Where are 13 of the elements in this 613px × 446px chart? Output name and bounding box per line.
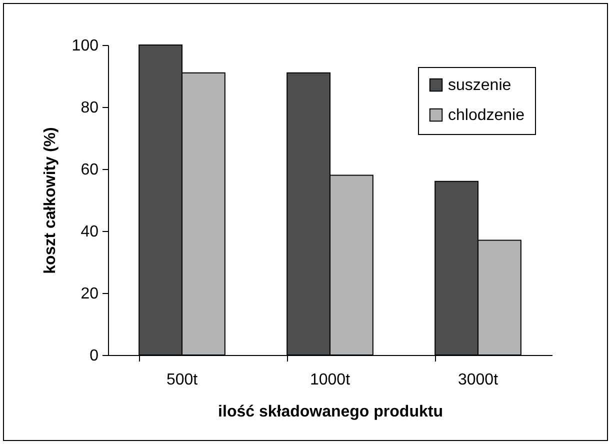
x-tick-label: 500t [166, 372, 198, 388]
legend-label: suszenie [448, 77, 512, 94]
y-tick-label: 80 [80, 100, 99, 116]
x-tick-label: 1000t [310, 372, 351, 388]
y-tick-label: 100 [72, 38, 99, 54]
y-tick-label: 40 [80, 224, 99, 240]
y-tick-label: 20 [80, 286, 99, 302]
y-tick-label: 60 [80, 162, 99, 178]
y-axis-title: koszt całkowity (%) [42, 127, 59, 274]
y-tick-label: 0 [90, 348, 99, 364]
x-tick-label: 3000t [458, 372, 499, 388]
legend-label: chlodzenie [448, 107, 525, 124]
x-axis-title: ilość składowanego produktu [218, 404, 443, 420]
